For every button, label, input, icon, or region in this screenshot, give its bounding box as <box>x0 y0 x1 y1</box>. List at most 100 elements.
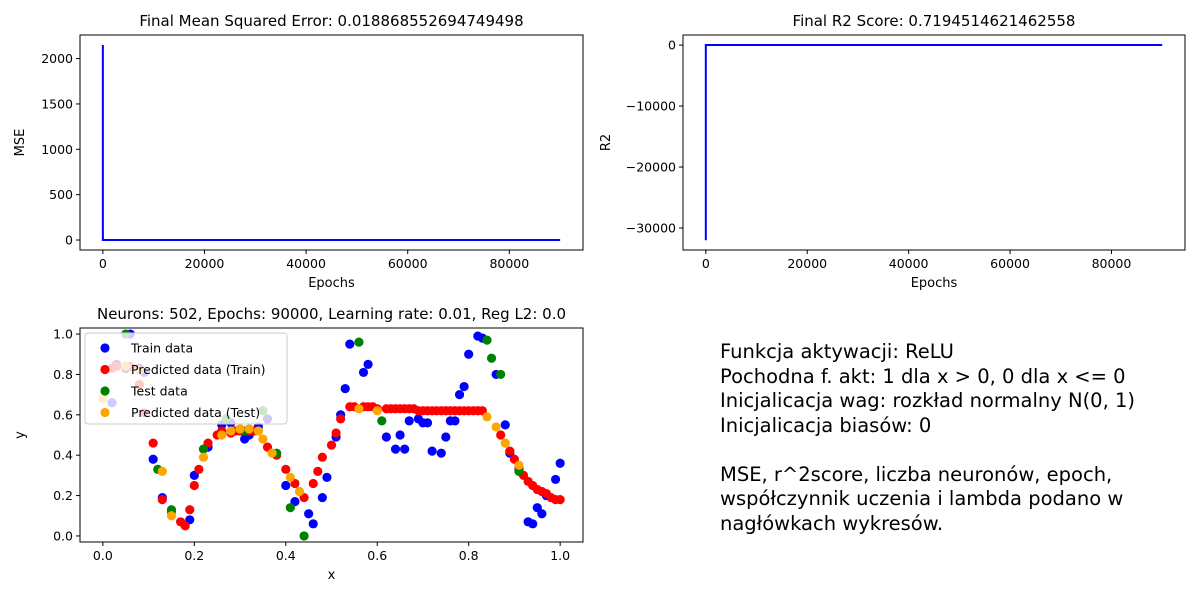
legend-marker <box>100 343 110 353</box>
legend-marker <box>100 386 110 396</box>
y-tick-label: 1.0 <box>53 327 73 342</box>
y-tick-label: 500 <box>49 187 73 202</box>
text-panel: Funkcja aktywacji: ReLU Pochodna f. akt:… <box>720 340 1190 536</box>
point-predicted-data-train <box>505 446 515 456</box>
point-train-data <box>500 420 510 430</box>
point-train-data <box>404 416 414 426</box>
point-predicted-data-train <box>313 466 323 476</box>
plot-frame <box>79 327 584 543</box>
series-line-1 <box>704 44 1163 241</box>
point-predicted-data-test <box>157 466 167 476</box>
point-train-data <box>308 519 318 529</box>
point-train-data <box>555 458 565 468</box>
chart-1: Final Mean Squared Error: 0.018868552694… <box>13 12 584 291</box>
point-predicted-data-test <box>226 426 236 436</box>
x-tick-label: 20000 <box>787 256 827 271</box>
note-line-bias-init: Inicjalicacja biasów: 0 <box>720 413 932 437</box>
point-predicted-data-train <box>189 480 199 491</box>
point-train-data <box>363 359 373 369</box>
x-tick-label: 0.0 <box>93 548 113 563</box>
point-train-data <box>317 492 327 503</box>
point-train-data <box>459 381 469 392</box>
point-test-data <box>377 416 387 426</box>
x-tick-label: 80000 <box>1092 256 1132 271</box>
point-predicted-data-train <box>308 478 318 489</box>
legend-label: Predicted data (Train) <box>131 362 266 377</box>
x-tick-label: 0 <box>702 256 710 271</box>
y-tick-label: 0 <box>668 38 676 53</box>
x-tick-label: 0 <box>99 256 107 271</box>
point-predicted-data-test <box>500 438 510 448</box>
point-predicted-data-test <box>514 460 524 470</box>
point-predicted-data-test <box>285 472 295 482</box>
y-tick-label: −20000 <box>626 160 676 175</box>
point-test-data <box>496 369 506 380</box>
legend-box <box>84 332 288 425</box>
x-tick-label: 0.2 <box>184 548 204 563</box>
y-tick-label: −30000 <box>626 221 676 236</box>
y-tick-label: 0.4 <box>53 448 73 463</box>
note-line-info-1: MSE, r^2score, liczba neuronów, epoch, <box>720 462 1113 486</box>
note-line-info-3: nagłówkach wykresów. <box>720 511 944 535</box>
point-predicted-data-train <box>317 452 327 462</box>
point-test-data <box>354 337 364 347</box>
plot-frame <box>79 34 584 251</box>
plot-frame <box>682 34 1186 251</box>
note-line-info-2: współczynnik uczenia i lambda podano w <box>720 487 1124 510</box>
point-predicted-data-test <box>482 412 492 422</box>
point-predicted-data-test <box>267 448 277 458</box>
note-line-blank <box>720 438 1190 463</box>
point-predicted-data-test <box>166 511 177 521</box>
point-predicted-data-train <box>555 495 565 505</box>
point-train-data <box>454 390 465 400</box>
legend-marker <box>100 364 110 375</box>
point-train-data <box>436 448 446 458</box>
point-predicted-data-train <box>331 428 341 438</box>
point-train-data <box>450 416 460 426</box>
x-axis-label: Epochs <box>308 276 355 291</box>
chart-title: Neurons: 502, Epochs: 90000, Learning ra… <box>97 305 566 323</box>
legend-label: Predicted data (Test) <box>131 405 260 420</box>
point-predicted-data-train <box>281 464 291 474</box>
x-tick-label: 80000 <box>489 256 529 271</box>
point-predicted-data-train <box>185 505 195 515</box>
point-predicted-data-test <box>244 424 254 434</box>
point-train-data <box>390 444 401 454</box>
y-tick-label: 0.6 <box>53 407 73 422</box>
point-train-data <box>550 474 561 485</box>
legend: Train data Predicted data (Train) Test dat… <box>84 332 288 425</box>
point-test-data <box>482 335 492 345</box>
point-train-data <box>281 480 291 491</box>
point-train-data <box>528 519 538 529</box>
note-line-weight-init: Inicjalicacja wag: rozkład normalny N(0,… <box>720 389 1136 412</box>
note-line-activation: Funkcja aktywacji: ReLU <box>720 340 954 363</box>
y-tick-label: 0.8 <box>53 367 73 382</box>
x-tick-label: 60000 <box>990 256 1030 271</box>
point-predicted-data-train <box>148 438 158 448</box>
point-train-data <box>441 432 451 442</box>
x-tick-label: 0.8 <box>459 548 479 563</box>
y-tick-label: 1500 <box>41 96 73 111</box>
note-line-derivative: Pochodna f. akt: 1 dla x > 0, 0 dla x <=… <box>720 364 1126 388</box>
chart-title: Final R2 Score: 0.7194514621462558 <box>793 12 1076 30</box>
point-predicted-data-test <box>372 406 382 416</box>
chart-2: Final R2 Score: 0.7194514621462558 0 20000… <box>599 12 1186 291</box>
point-train-data <box>422 418 433 428</box>
chart-title: Final Mean Squared Error: 0.018868552694… <box>139 12 523 30</box>
point-predicted-data-train <box>157 495 167 505</box>
point-test-data <box>198 444 209 454</box>
point-predicted-data-train <box>180 521 190 531</box>
x-tick-label: 40000 <box>286 256 326 271</box>
series-line-1 <box>101 44 561 242</box>
point-test-data <box>285 503 295 513</box>
y-tick-label: 0.2 <box>53 488 73 503</box>
legend-label: Test data <box>130 384 188 399</box>
point-test-data <box>299 531 309 541</box>
point-predicted-data-train <box>194 464 204 474</box>
y-tick-label: 2000 <box>41 51 73 66</box>
point-train-data <box>400 444 410 454</box>
point-predicted-data-test <box>253 426 263 436</box>
x-axis-label: Epochs <box>911 276 958 291</box>
y-axis-label: MSE <box>13 129 28 157</box>
